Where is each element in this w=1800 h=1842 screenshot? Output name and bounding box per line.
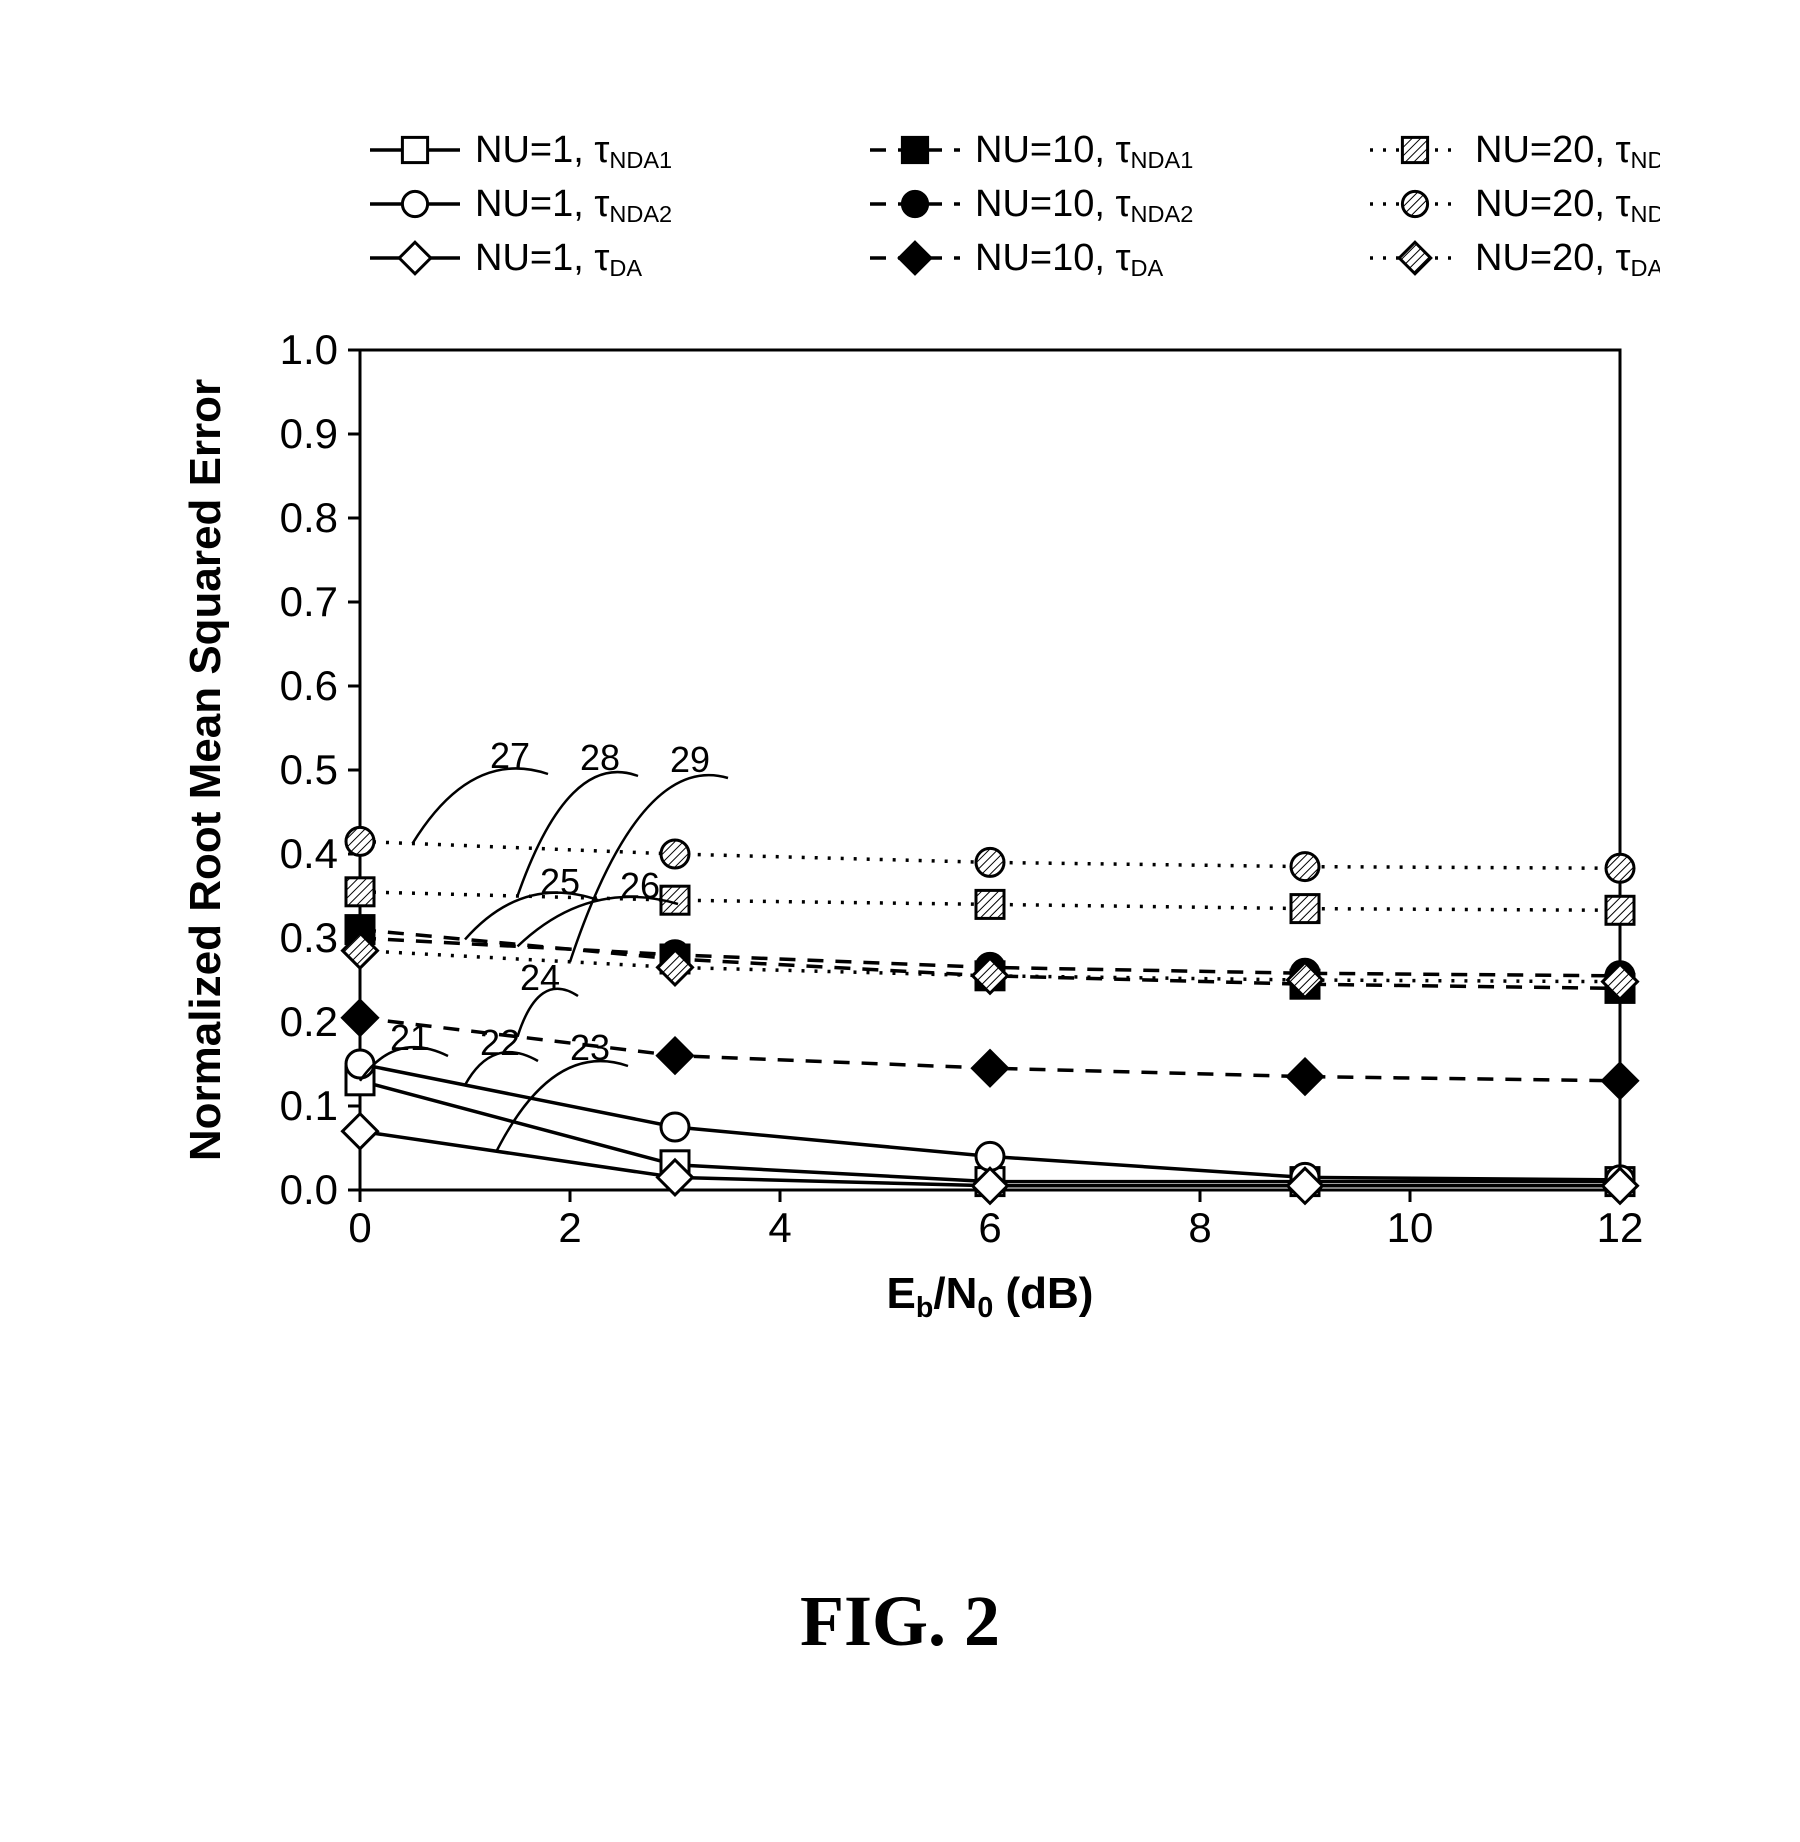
svg-text:25: 25 [540,861,580,902]
series-group [343,827,1638,1203]
svg-text:NU=10, τNDA1: NU=10, τNDA1 [975,129,1193,173]
svg-text:23: 23 [570,1027,610,1068]
svg-text:22: 22 [480,1022,520,1063]
svg-text:0.0: 0.0 [280,1166,338,1213]
figure-caption: FIG. 2 [0,1580,1800,1663]
svg-text:NU=10, τNDA2: NU=10, τNDA2 [975,183,1193,227]
svg-text:NU=1, τNDA1: NU=1, τNDA1 [475,129,672,173]
svg-text:0.1: 0.1 [280,1082,338,1129]
svg-text:8: 8 [1188,1204,1211,1251]
svg-text:10: 10 [1387,1204,1434,1251]
svg-text:0.8: 0.8 [280,494,338,541]
svg-text:NU=20, τNDA2: NU=20, τNDA2 [1475,183,1660,227]
svg-text:0.4: 0.4 [280,830,338,877]
svg-text:29: 29 [670,739,710,780]
svg-text:4: 4 [768,1204,791,1251]
figure: 0.00.10.20.30.40.50.60.70.80.91.00246810… [140,120,1660,1380]
legend: NU=1, τNDA1 NU=1, τNDA2 NU=1, τDA NU=10, τN… [370,129,1660,281]
svg-text:Eb/N0 (dB): Eb/N0 (dB) [887,1269,1094,1324]
svg-text:0.2: 0.2 [280,998,338,1045]
svg-text:0.5: 0.5 [280,746,338,793]
svg-text:1.0: 1.0 [280,326,338,373]
svg-text:NU=20, τNDA1: NU=20, τNDA1 [1475,129,1660,173]
svg-text:21: 21 [390,1017,430,1058]
svg-text:NU=1, τDA: NU=1, τDA [475,237,642,281]
svg-text:27: 27 [490,735,530,776]
svg-text:0.6: 0.6 [280,662,338,709]
svg-text:0.7: 0.7 [280,578,338,625]
svg-text:28: 28 [580,737,620,778]
svg-text:NU=10, τDA: NU=10, τDA [975,237,1163,281]
svg-text:26: 26 [620,865,660,906]
svg-text:12: 12 [1597,1204,1644,1251]
svg-text:0.9: 0.9 [280,410,338,457]
svg-text:24: 24 [520,957,560,998]
page: 0.00.10.20.30.40.50.60.70.80.91.00246810… [0,0,1800,1842]
svg-text:Normalized Root Mean Squared E: Normalized Root Mean Squared Error [181,379,230,1161]
svg-text:0: 0 [348,1204,371,1251]
svg-text:6: 6 [978,1204,1001,1251]
svg-text:NU=1, τNDA2: NU=1, τNDA2 [475,183,672,227]
svg-text:NU=20, τDA: NU=20, τDA [1475,237,1660,281]
svg-text:2: 2 [558,1204,581,1251]
rmse-chart: 0.00.10.20.30.40.50.60.70.80.91.00246810… [140,120,1660,1380]
svg-text:0.3: 0.3 [280,914,338,961]
